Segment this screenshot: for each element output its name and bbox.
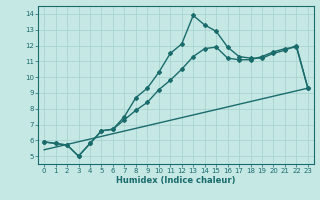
X-axis label: Humidex (Indice chaleur): Humidex (Indice chaleur)	[116, 176, 236, 185]
